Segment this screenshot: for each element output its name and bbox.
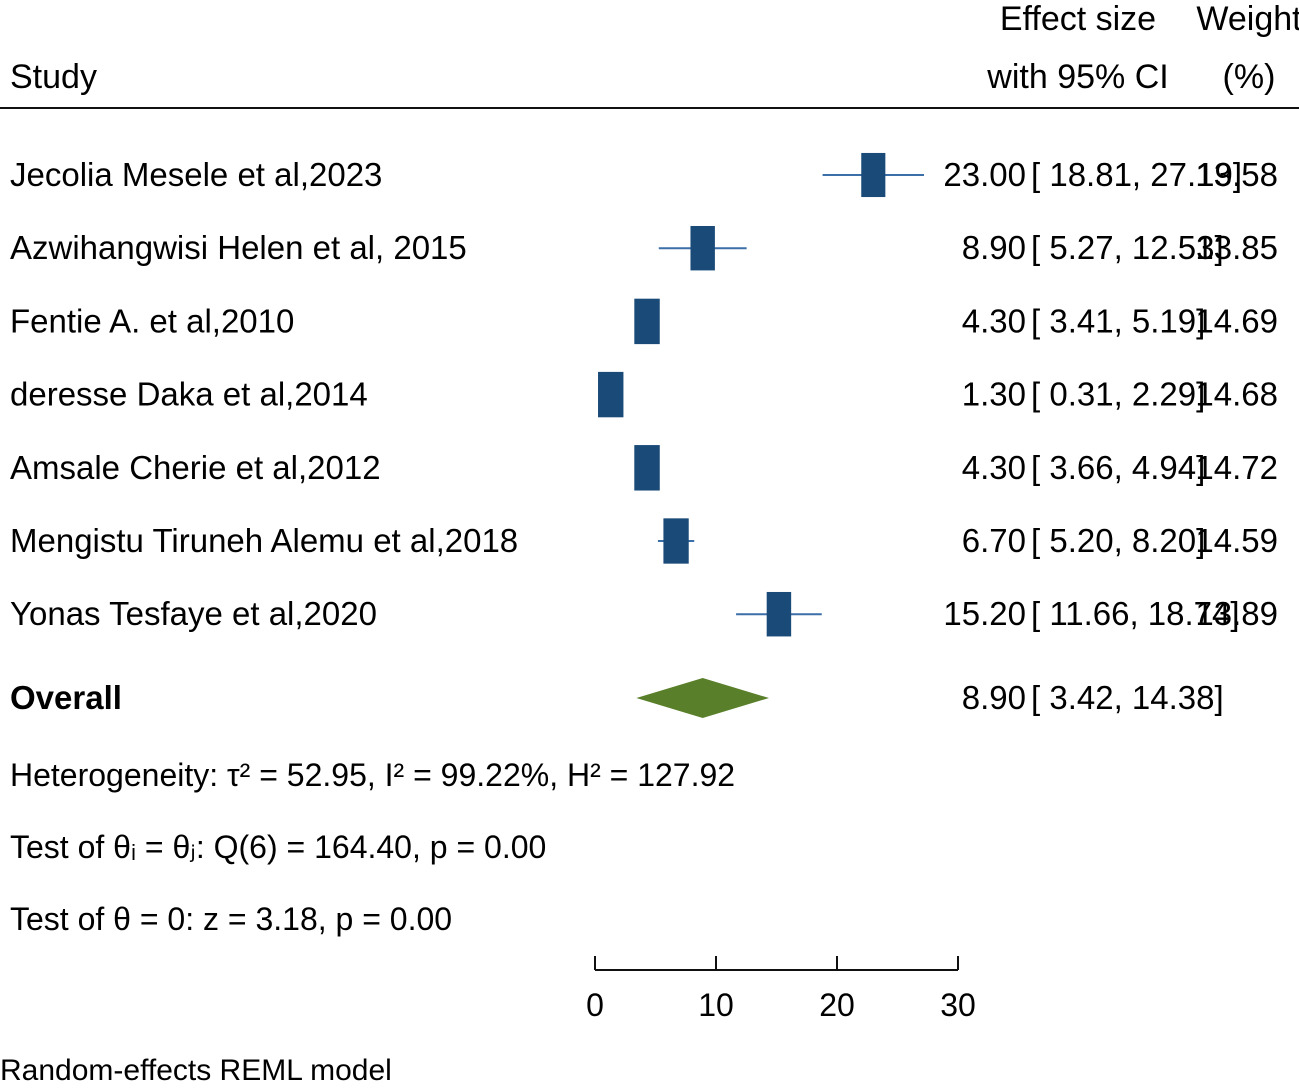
header-effect-ci: with 95% CI: [986, 58, 1168, 96]
effect-size-value: 23.00: [943, 156, 1026, 193]
effect-size-value: 8.90: [962, 229, 1026, 266]
effect-size-value: 4.30: [962, 302, 1026, 339]
ci-value: [ 5.27, 12.53]: [1031, 229, 1224, 266]
ci-value: [ 3.41, 5.19]: [1031, 302, 1205, 339]
header-weight: Weight: [1196, 0, 1299, 38]
ci-value: [ 3.66, 4.94]: [1031, 449, 1205, 486]
study-label: Amsale Cherie et al,2012: [10, 449, 381, 486]
test-theta-i-text: Test of θᵢ = θⱼ: Q(6) = 164.40, p = 0.00: [10, 829, 546, 865]
effect-size-value: 6.70: [962, 522, 1026, 559]
test-theta-0-text: Test of θ = 0: z = 3.18, p = 0.00: [10, 901, 452, 937]
effect-size-value: 1.30: [962, 376, 1026, 413]
overall-ci-value: [ 3.42, 14.38]: [1031, 679, 1224, 716]
header-weight-unit: (%): [1223, 58, 1276, 96]
study-marker: [634, 445, 660, 491]
ci-value: [ 5.20, 8.20]: [1031, 522, 1205, 559]
overall-effect-value: 8.90: [962, 679, 1026, 716]
weight-value: 13.85: [1195, 229, 1278, 266]
study-marker: [663, 518, 689, 564]
weight-value: 14.59: [1195, 522, 1278, 559]
study-label: Azwihangwisi Helen et al, 2015: [10, 229, 467, 266]
weight-value: 13.89: [1195, 595, 1278, 632]
overall-diamond: [636, 678, 769, 718]
x-tick-label: 10: [698, 987, 734, 1023]
effect-size-value: 15.20: [943, 595, 1026, 632]
study-label: Yonas Tesfaye et al,2020: [10, 595, 377, 632]
study-label: deresse Daka et al,2014: [10, 376, 368, 413]
x-tick-label: 20: [819, 987, 855, 1023]
x-tick-label: 30: [940, 987, 976, 1023]
ci-value: [ 11.66, 18.74]: [1031, 595, 1240, 632]
weight-value: 14.68: [1195, 376, 1278, 413]
plot-marks: [598, 152, 924, 718]
x-tick-label: 0: [586, 987, 604, 1023]
study-rows: Jecolia Mesele et al,2023 23.00[ 18.81, 2…: [10, 156, 1278, 716]
study-marker: [690, 225, 715, 271]
weight-value: 14.72: [1195, 449, 1278, 486]
study-marker: [861, 152, 886, 198]
header-study: Study: [10, 58, 97, 96]
header-effect-size: Effect size: [1000, 0, 1156, 38]
study-marker: [766, 591, 792, 637]
model-note: Random-effects REML model: [0, 1054, 392, 1087]
study-marker: [634, 298, 660, 345]
study-marker: [598, 371, 624, 418]
heterogeneity-text: Heterogeneity: τ² = 52.95, I² = 99.22%, …: [10, 757, 735, 793]
ci-value: [ 0.31, 2.29]: [1031, 376, 1205, 413]
study-label: Fentie A. et al,2010: [10, 302, 294, 339]
overall-label: Overall: [10, 679, 122, 716]
ci-value: [ 18.81, 27.19]: [1031, 156, 1242, 193]
study-label: Mengistu Tiruneh Alemu et al,2018: [10, 522, 518, 559]
study-label: Jecolia Mesele et al,2023: [10, 156, 382, 193]
weight-value: 14.69: [1195, 302, 1278, 339]
x-axis: 0 10 20 30: [586, 956, 976, 1023]
effect-size-value: 4.30: [962, 449, 1026, 486]
weight-value: 13.58: [1195, 156, 1278, 193]
